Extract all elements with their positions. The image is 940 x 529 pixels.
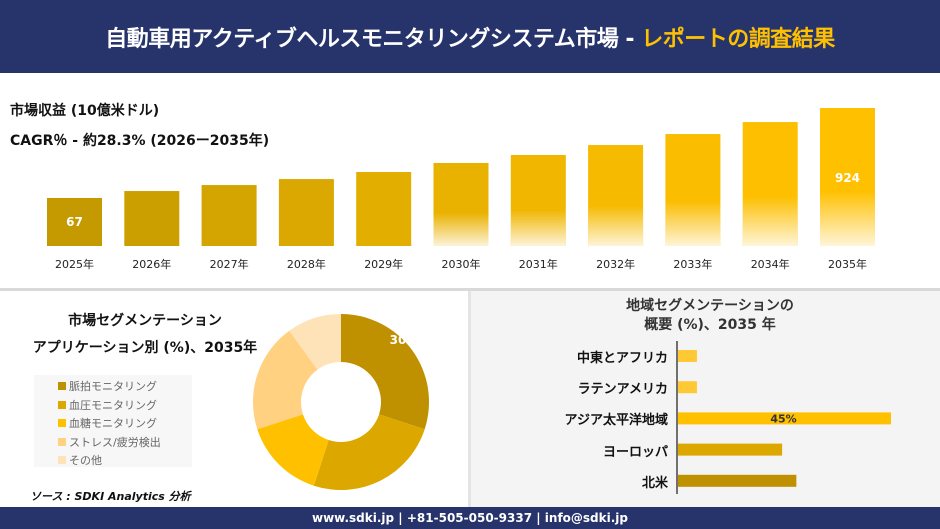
region-panel [471, 291, 940, 507]
legend-item: 血圧モニタリング [58, 396, 192, 415]
legend-label: 血圧モニタリング [69, 398, 157, 412]
bar-data-label: 45% [770, 412, 796, 425]
legend-swatch [58, 400, 66, 409]
year-tick-label: 2025年 [55, 257, 94, 271]
legend-label: 脈拍モニタリング [69, 380, 157, 394]
year-tick-label: 2028年 [287, 257, 326, 271]
year-tick-label: 2031年 [519, 257, 558, 271]
bar-fade [510, 155, 566, 246]
year-tick-label: 2034年 [751, 257, 790, 271]
legend-swatch [58, 382, 66, 391]
revenue-bar [278, 179, 334, 246]
bar-fade [665, 134, 721, 246]
title-accent: レポートの調査結果 [641, 26, 835, 52]
slice-data-label: 30% [390, 333, 419, 347]
legend-item: 脈拍モニタリング [58, 377, 192, 396]
year-tick-label: 2026年 [132, 257, 171, 271]
title-main: 自動車用アクティブヘルスモニタリングシステム市場 - [105, 26, 635, 52]
legend-swatch [58, 437, 66, 446]
bar-fade [433, 163, 489, 246]
region-subtitle: 概要 (%)、2035 年 [644, 317, 776, 333]
donut-slice [313, 414, 425, 490]
donut-legend: 脈拍モニタリング 血圧モニタリング 血糖モニタリング ストレス/疲労検出 その他 [34, 375, 192, 467]
region-label: 北米 [641, 475, 668, 491]
divider [468, 291, 471, 507]
region-bar [678, 350, 697, 362]
segment-subtitle: アプリケーション別 (%)、2035年 [32, 340, 258, 356]
legend-item: 血糖モニタリング [58, 414, 192, 433]
revenue-bar [356, 172, 412, 246]
donut-slice [253, 330, 318, 430]
legend-item: その他 [58, 451, 192, 470]
divider [0, 288, 940, 291]
region-bar [678, 474, 797, 487]
bar-fade [742, 122, 798, 246]
legend-swatch [58, 419, 66, 428]
segment-title: 市場セグメンテーション [68, 313, 222, 329]
year-tick-label: 2030年 [442, 257, 481, 271]
region-bar [678, 412, 891, 425]
year-tick-label: 2027年 [210, 257, 249, 271]
region-label: 中東とアフリカ [576, 351, 668, 366]
region-label: アジア太平洋地域 [564, 413, 668, 429]
year-tick-label: 2029年 [364, 257, 403, 271]
region-label: ラテンアメリカ [577, 382, 668, 398]
footer-contact: www.sdki.jp | +81-505-050-9337 | info@sd… [0, 507, 940, 529]
legend-swatch [58, 456, 66, 465]
donut-slice [289, 314, 341, 370]
year-tick-label: 2032年 [596, 257, 635, 271]
legend-item: ストレス/疲労検出 [58, 433, 192, 452]
legend-label: 血糖モニタリング [69, 417, 157, 431]
year-tick-label: 2033年 [673, 257, 712, 271]
legend-label: ストレス/疲労検出 [69, 435, 161, 449]
year-tick-label: 2035年 [828, 257, 867, 271]
donut-slice [257, 414, 329, 486]
donut-slice [341, 314, 429, 430]
legend-label: その他 [69, 454, 102, 468]
revenue-bar-chart: 2025年 67 2026年 2027年 2028年 2029年 2030年 2031年 203… [47, 107, 875, 271]
region-bar [678, 381, 697, 394]
application-donut-chart: 30% [253, 314, 429, 490]
revenue-bar [47, 197, 102, 246]
region-bar [678, 443, 783, 456]
revenue-bar [124, 191, 180, 246]
revenue-label: 市場収益 (10億米ドル) [10, 103, 160, 119]
cagr-label: CAGR％ - 約28.3% (2026ー2035年) [10, 133, 270, 149]
revenue-bar [201, 185, 257, 246]
region-bar-chart: 45% [676, 341, 891, 494]
bar-data-label: 924 [835, 171, 860, 185]
source-note: ソース : SDKI Analytics 分析 [30, 490, 191, 503]
page-title: 自動車用アクティブヘルスモニタリングシステム市場 - レポートの調査結果 [0, 0, 940, 73]
bar-fade [820, 107, 875, 246]
bar-fade [588, 145, 644, 246]
region-title: 地域セグメンテーションの [626, 298, 794, 314]
region-label: ヨーロッパ [602, 444, 668, 460]
bar-data-label: 67 [66, 215, 83, 229]
